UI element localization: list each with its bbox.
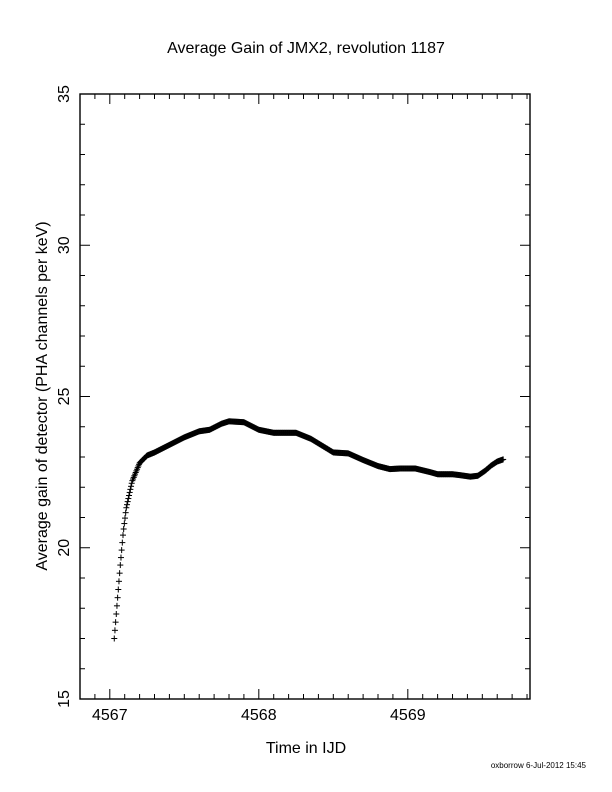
y-tick-label: 25 bbox=[56, 388, 73, 406]
data-point bbox=[120, 525, 127, 532]
data-point bbox=[126, 489, 133, 496]
data-point bbox=[117, 562, 124, 569]
plot-frame bbox=[79, 93, 531, 700]
y-axis: 15 20 25 30 35 bbox=[56, 85, 530, 708]
x-tick-label: 4568 bbox=[241, 707, 277, 724]
data-point bbox=[115, 578, 122, 585]
data-point bbox=[124, 501, 131, 508]
chart-title: Average Gain of JMX2, revolution 1187 bbox=[167, 40, 445, 57]
data-point bbox=[122, 509, 129, 516]
data-point bbox=[113, 602, 120, 609]
x-axis: 4567 4568 4569 bbox=[79, 94, 528, 724]
data-point bbox=[121, 520, 128, 527]
y-axis-label: Average gain of detector (PHA channels p… bbox=[34, 221, 51, 570]
x-axis-label: Time in IJD bbox=[266, 740, 346, 757]
data-point bbox=[113, 610, 120, 617]
data-series bbox=[111, 418, 507, 642]
y-tick-label: 35 bbox=[56, 85, 73, 103]
data-point bbox=[117, 554, 124, 561]
data-point bbox=[126, 492, 133, 499]
footer-stamp: oxborrow 6-Jul-2012 15:45 bbox=[491, 761, 587, 770]
data-point bbox=[111, 627, 118, 634]
data-point bbox=[125, 495, 132, 502]
data-point bbox=[115, 586, 122, 593]
data-point bbox=[122, 515, 128, 522]
data-point bbox=[123, 504, 130, 511]
y-tick-label: 15 bbox=[56, 690, 73, 708]
x-tick-label: 4567 bbox=[92, 707, 128, 724]
data-point bbox=[116, 570, 123, 577]
y-tick-label: 30 bbox=[56, 236, 73, 254]
x-tick-label: 4569 bbox=[390, 707, 426, 724]
data-point bbox=[119, 532, 126, 539]
data-point bbox=[127, 486, 134, 493]
data-point bbox=[128, 483, 135, 490]
data-point bbox=[118, 547, 125, 554]
data-point bbox=[500, 456, 507, 463]
data-point bbox=[128, 480, 135, 487]
y-tick-label: 20 bbox=[56, 539, 73, 557]
data-point bbox=[114, 594, 121, 601]
data-point bbox=[111, 635, 118, 642]
data-point bbox=[119, 539, 126, 546]
data-point bbox=[124, 498, 131, 505]
data-point bbox=[112, 619, 119, 626]
